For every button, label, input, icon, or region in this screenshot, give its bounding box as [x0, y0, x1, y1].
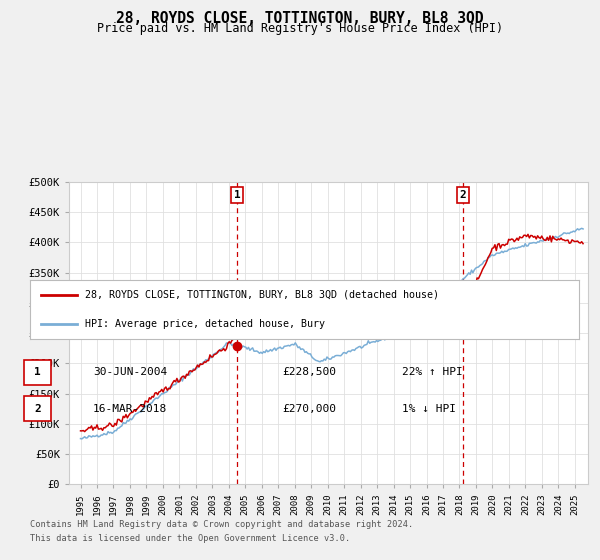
Text: 2: 2: [34, 404, 41, 414]
Text: 30-JUN-2004: 30-JUN-2004: [93, 367, 167, 377]
Text: 2: 2: [460, 190, 466, 200]
Text: 22% ↑ HPI: 22% ↑ HPI: [402, 367, 463, 377]
Text: 1: 1: [34, 367, 41, 377]
Text: 1: 1: [233, 190, 241, 200]
Text: This data is licensed under the Open Government Licence v3.0.: This data is licensed under the Open Gov…: [30, 534, 350, 543]
Text: 1% ↓ HPI: 1% ↓ HPI: [402, 404, 456, 414]
Text: 28, ROYDS CLOSE, TOTTINGTON, BURY, BL8 3QD: 28, ROYDS CLOSE, TOTTINGTON, BURY, BL8 3…: [116, 11, 484, 26]
Text: 28, ROYDS CLOSE, TOTTINGTON, BURY, BL8 3QD (detached house): 28, ROYDS CLOSE, TOTTINGTON, BURY, BL8 3…: [85, 290, 439, 300]
Text: Contains HM Land Registry data © Crown copyright and database right 2024.: Contains HM Land Registry data © Crown c…: [30, 520, 413, 529]
Text: £228,500: £228,500: [282, 367, 336, 377]
Text: HPI: Average price, detached house, Bury: HPI: Average price, detached house, Bury: [85, 319, 325, 329]
Text: 16-MAR-2018: 16-MAR-2018: [93, 404, 167, 414]
Text: £270,000: £270,000: [282, 404, 336, 414]
Text: Price paid vs. HM Land Registry's House Price Index (HPI): Price paid vs. HM Land Registry's House …: [97, 22, 503, 35]
